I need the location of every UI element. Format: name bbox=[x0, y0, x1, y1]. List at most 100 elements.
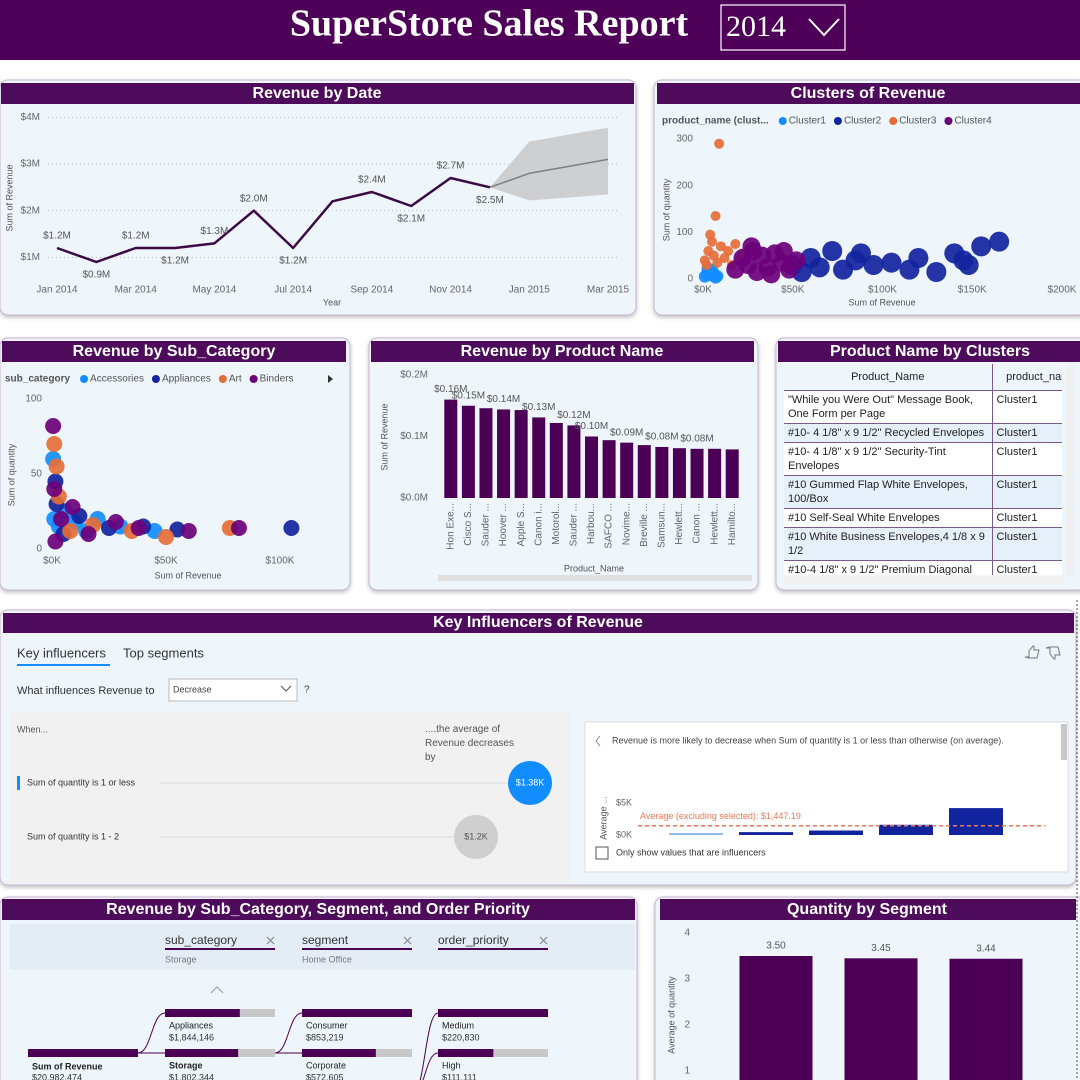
table-cell: #10- 4 1/8" x 9 1/2" Security-Tint Envel… bbox=[784, 442, 992, 476]
decomp-node-value: $572,605 bbox=[306, 1072, 344, 1080]
data-label: $0.13M bbox=[522, 402, 555, 413]
scrollbar[interactable] bbox=[1061, 724, 1067, 760]
x-tick-label: Samsun... bbox=[656, 503, 667, 548]
table-cell: #10 White Business Envelopes,4 1/8 x 9 1… bbox=[784, 527, 992, 561]
scatter-point bbox=[971, 236, 992, 257]
decomp-field: order_priority bbox=[438, 933, 509, 947]
x-tick-label: $100K bbox=[266, 556, 295, 567]
scrollbar[interactable] bbox=[1066, 364, 1074, 575]
help-icon[interactable]: ? bbox=[304, 685, 310, 696]
y-tick-label: $0.1M bbox=[400, 431, 428, 442]
feedback-icons[interactable] bbox=[1024, 645, 1061, 660]
legend-marker bbox=[944, 117, 953, 125]
scatter-point bbox=[714, 138, 725, 149]
scatter-point bbox=[715, 241, 726, 252]
decomp-bar bbox=[165, 1009, 240, 1017]
y-tick-label: 200 bbox=[676, 180, 693, 191]
decomp-selected: Home Office bbox=[302, 954, 352, 964]
panel-title-bar bbox=[657, 83, 1080, 104]
x-tick-label: Hoover ... bbox=[498, 503, 509, 546]
legend-title: sub_category bbox=[5, 374, 70, 385]
forecast-band bbox=[489, 127, 608, 201]
legend-marker bbox=[833, 117, 842, 125]
ki-dropdown[interactable] bbox=[168, 678, 298, 702]
tab[interactable]: Top segments bbox=[123, 645, 204, 660]
panel-title-bar bbox=[660, 899, 1076, 920]
scatter-point bbox=[80, 526, 97, 542]
checkbox[interactable] bbox=[595, 846, 609, 860]
data-label: $2.4M bbox=[358, 175, 386, 186]
scatter-point bbox=[158, 529, 174, 545]
scrollbar[interactable] bbox=[438, 575, 752, 581]
y-tick-label: 1 bbox=[684, 1066, 690, 1077]
scatter-point bbox=[809, 257, 830, 278]
y-tick-label: 0 bbox=[36, 544, 42, 555]
ki-question: What influences Revenue to bbox=[17, 685, 155, 697]
influencer-label: Sum of quantity is 1 - 2 bbox=[27, 831, 119, 841]
decomp-node-label: Corporate bbox=[306, 1060, 346, 1070]
y-tick-label: 0 bbox=[687, 274, 693, 285]
scatter-point bbox=[958, 255, 979, 276]
y-tick-label: $3M bbox=[21, 159, 40, 170]
y-tick-label: 300 bbox=[676, 134, 693, 145]
y-tick-label: 100 bbox=[676, 227, 693, 238]
bar bbox=[637, 445, 651, 498]
data-label: $0.08M bbox=[645, 432, 678, 443]
y-axis-title: Sum of Revenue bbox=[379, 403, 389, 470]
panel-title-bar bbox=[1, 83, 634, 104]
scatter-point bbox=[711, 270, 724, 283]
bar bbox=[479, 408, 493, 498]
x-tick-label: $0K bbox=[694, 285, 712, 296]
data-label: $2.7M bbox=[437, 161, 465, 172]
panel-title-bar bbox=[3, 613, 1074, 633]
legend-marker bbox=[151, 375, 160, 383]
x-tick-label: $100K bbox=[868, 285, 897, 296]
forecast-line bbox=[489, 158, 609, 189]
column-header: product_nam bbox=[991, 364, 1062, 391]
bar bbox=[672, 448, 686, 498]
x-tick-label: Breville ... bbox=[639, 503, 650, 547]
bar bbox=[739, 956, 813, 1080]
decomp-node-label: Medium bbox=[442, 1020, 474, 1030]
bar bbox=[585, 436, 598, 498]
scatter-point bbox=[62, 523, 79, 539]
back-icon[interactable] bbox=[595, 735, 601, 747]
decomp-selected: Storage bbox=[165, 954, 197, 964]
y-tick-label: $0K bbox=[616, 829, 632, 839]
scatter-point bbox=[899, 259, 920, 280]
table-cell: #10 Self-Seal White Envelopes bbox=[784, 508, 992, 528]
y-tick-label: 50 bbox=[31, 469, 43, 480]
scrollbar[interactable] bbox=[784, 576, 1064, 583]
dropdown-chevron[interactable] bbox=[808, 18, 840, 37]
ki-dropdown-value[interactable]: Decrease bbox=[173, 684, 212, 694]
decomp-header-area bbox=[10, 924, 635, 970]
scatter-point bbox=[787, 251, 806, 270]
table-row: #10 White Business Envelopes,4 1/8 x 9 1… bbox=[784, 527, 1062, 561]
data-label: $0.09M bbox=[610, 427, 643, 438]
scatter-point bbox=[822, 241, 843, 262]
data-label: $0.9M bbox=[82, 270, 110, 281]
dropdown-chevron[interactable] bbox=[280, 685, 292, 692]
checkbox-label[interactable]: Only show values that are influencers bbox=[616, 847, 766, 857]
year-value[interactable]: 2014 bbox=[726, 10, 786, 43]
table-cell: Cluster1 bbox=[991, 390, 1062, 424]
bar bbox=[497, 409, 511, 498]
decomp-node-value: $853,219 bbox=[306, 1032, 344, 1042]
legend-marker bbox=[80, 375, 89, 383]
x-tick-label: Sauder ... bbox=[481, 503, 492, 546]
decomp-node-value: $1,844,146 bbox=[169, 1032, 214, 1042]
decomp-node-label: Appliances bbox=[169, 1020, 214, 1030]
scatter-point bbox=[850, 243, 871, 264]
scroll-up-icon[interactable] bbox=[210, 986, 224, 994]
x-tick-label: Hon Exe... bbox=[445, 503, 456, 550]
decomp-link bbox=[419, 1012, 439, 1080]
decomp-link bbox=[274, 1012, 303, 1054]
y-tick-label: $0.0M bbox=[400, 493, 428, 504]
chart-title: Clusters of Revenue bbox=[791, 85, 946, 102]
year-dropdown[interactable] bbox=[720, 4, 846, 51]
tab[interactable]: Key influencers bbox=[17, 645, 106, 660]
scatter-point bbox=[130, 520, 147, 536]
